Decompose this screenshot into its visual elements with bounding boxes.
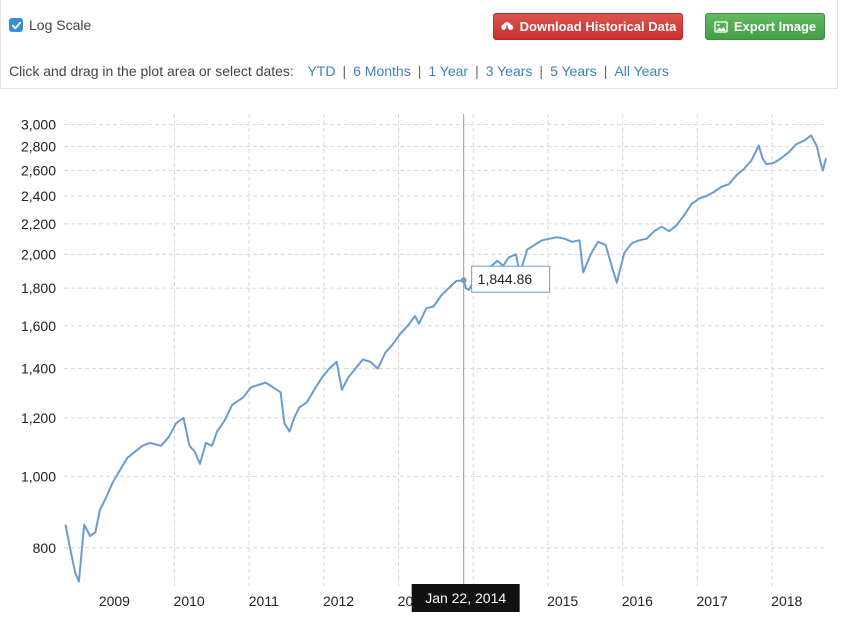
y-tick-label: 2,800 xyxy=(21,139,56,155)
crosshair-date-label: Jan 22, 2014 xyxy=(425,590,506,606)
range-separator: | xyxy=(539,63,544,79)
range-3-years-link[interactable]: 3 Years xyxy=(485,63,533,79)
export-button-label: Export Image xyxy=(733,19,817,34)
plot-area[interactable] xyxy=(64,134,827,583)
range-separator: | xyxy=(417,63,422,79)
date-range-prompt: Click and drag in the plot area or selec… xyxy=(9,63,294,79)
log-scale-label: Log Scale xyxy=(29,17,92,33)
tooltip-layer: 1,844.86 Jan 22, 2014 xyxy=(411,114,551,612)
download-historical-data-button[interactable]: Download Historical Data xyxy=(493,13,683,40)
x-tick-label: 2010 xyxy=(174,593,205,609)
range-6-months-link[interactable]: 6 Months xyxy=(353,63,411,79)
range-separator: | xyxy=(342,63,347,79)
range-ytd-link[interactable]: YTD xyxy=(307,63,336,79)
download-button-label: Download Historical Data xyxy=(519,19,677,34)
y-tick-label: 1,000 xyxy=(21,468,56,484)
cloud-download-icon xyxy=(501,21,513,32)
range-all-years-link[interactable]: All Years xyxy=(614,63,669,79)
chart-grid xyxy=(64,114,826,586)
y-tick-label: 1,200 xyxy=(21,410,56,426)
y-tick-label: 1,600 xyxy=(21,318,56,334)
y-tick-label: 2,200 xyxy=(21,216,56,232)
range-separator: | xyxy=(603,63,608,79)
y-tick-label: 1,400 xyxy=(21,361,56,377)
x-tick-label: 2016 xyxy=(622,593,653,609)
tooltip-box xyxy=(471,265,551,293)
y-tick-label: 2,000 xyxy=(21,246,56,262)
y-tick-label: 1,800 xyxy=(21,280,56,296)
series-line[interactable] xyxy=(64,134,827,583)
checkbox-checked-icon[interactable] xyxy=(9,18,23,32)
tooltip-value: 1,844.86 xyxy=(478,271,533,287)
range-1-year-link[interactable]: 1 Year xyxy=(428,63,469,79)
y-tick-label: 2,400 xyxy=(21,188,56,204)
hover-point xyxy=(460,277,467,284)
y-tick-label: 3,000 xyxy=(21,117,56,133)
export-image-button[interactable]: Export Image xyxy=(705,13,825,40)
y-tick-label: 2,600 xyxy=(21,162,56,178)
x-tick-label: 2012 xyxy=(323,593,354,609)
range-separator: | xyxy=(475,63,479,79)
crosshair-date-box xyxy=(411,584,520,612)
y-tick-label: 800 xyxy=(33,540,57,556)
image-icon xyxy=(714,20,728,33)
x-tick-label: 2017 xyxy=(696,593,727,609)
range-5-years-link[interactable]: 5 Years xyxy=(550,63,597,79)
y-axis: 800 1,000 1,200 1,400 1,600 1,800 2,000 2,200 2,… xyxy=(21,117,56,556)
x-tick-label: 2009 xyxy=(99,593,130,609)
x-tick-label: 2018 xyxy=(771,593,802,609)
chart-toolbar: Log Scale Download Historical Data Expor… xyxy=(0,0,838,89)
x-tick-label: 2011 xyxy=(249,593,279,609)
x-tick-label: 2015 xyxy=(547,593,578,609)
log-scale-toggle[interactable]: Log Scale xyxy=(9,17,91,33)
date-range-selector: Click and drag in the plot area or selec… xyxy=(9,63,669,79)
